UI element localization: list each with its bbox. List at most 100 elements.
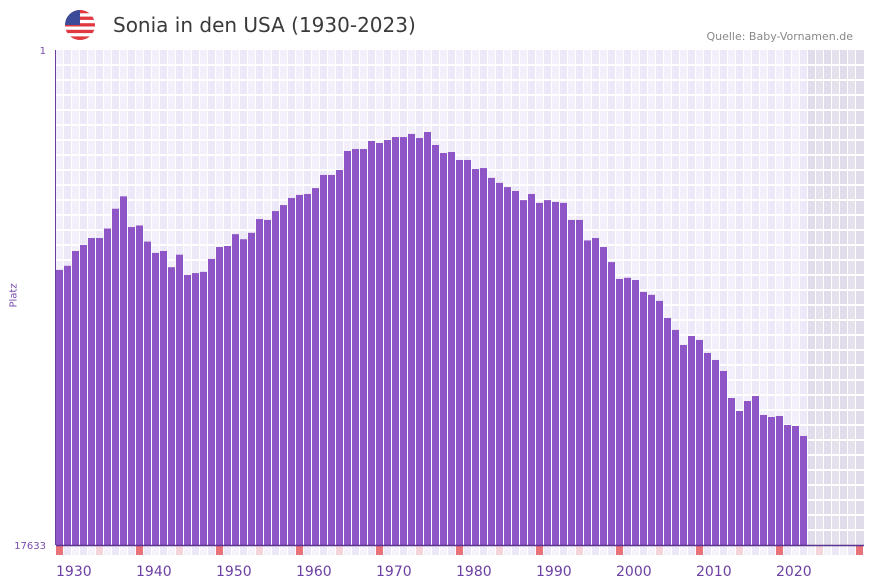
y-tick-label: 1 (40, 46, 46, 57)
year-marker (432, 546, 439, 555)
year-marker (824, 546, 831, 555)
year-marker (408, 546, 415, 555)
bar-2009 (688, 335, 695, 545)
bar-1977 (432, 144, 439, 545)
year-marker (136, 546, 143, 555)
x-tick-label: 2000 (616, 564, 652, 580)
bar-1994 (568, 219, 575, 545)
year-marker (680, 546, 687, 555)
year-marker (584, 546, 591, 555)
bar-1949 (208, 258, 215, 545)
grid-column (656, 50, 664, 545)
year-marker (808, 546, 815, 555)
year-marker (624, 546, 631, 555)
year-marker (224, 546, 231, 555)
year-marker (512, 546, 519, 555)
bar-2022 (792, 425, 799, 545)
grid-column (776, 50, 784, 545)
grid-column (712, 50, 720, 545)
bar-2023 (800, 436, 807, 545)
year-marker (776, 546, 783, 555)
bar-2013 (720, 370, 727, 545)
year-marker (200, 546, 207, 555)
bar-1963 (320, 174, 327, 545)
year-marker (472, 546, 479, 555)
year-marker (280, 546, 287, 555)
bar-1959 (288, 197, 295, 546)
year-marker (560, 546, 567, 555)
year-marker (360, 546, 367, 555)
bar-1960 (296, 194, 303, 545)
grid-column (688, 50, 696, 545)
bar-1979 (448, 152, 455, 545)
source-link[interactable]: Quelle: Baby-Vornamen.de (706, 30, 853, 43)
y-tick-label: 17633 (14, 541, 46, 552)
year-marker (296, 546, 303, 555)
year-marker (384, 546, 391, 555)
grid-column (744, 50, 752, 545)
bar-1932 (72, 251, 79, 546)
bar-1950 (216, 247, 223, 545)
bar-1969 (368, 140, 375, 545)
bar-2008 (680, 344, 687, 545)
year-marker (632, 546, 639, 555)
bar-1972 (392, 137, 399, 545)
x-tick-label: 1950 (216, 564, 252, 580)
bar-1981 (464, 159, 471, 545)
year-marker (288, 546, 295, 555)
bar-2005 (656, 300, 663, 545)
year-marker (752, 546, 759, 555)
bar-2010 (696, 339, 703, 545)
grid-column (672, 50, 680, 545)
bar-1951 (224, 245, 231, 546)
year-marker (664, 546, 671, 555)
bar-2004 (648, 294, 655, 545)
year-marker (160, 546, 167, 555)
bar-1971 (384, 140, 391, 546)
grid-column (840, 50, 848, 545)
bar-2015 (736, 410, 743, 545)
x-tick-label: 1980 (456, 564, 492, 580)
year-marker (376, 546, 383, 555)
year-marker (144, 546, 151, 555)
bar-1998 (600, 247, 607, 545)
bar-1942 (152, 252, 159, 545)
bar-1935 (96, 238, 103, 545)
year-marker (544, 546, 551, 555)
bar-1984 (488, 177, 495, 545)
year-marker (256, 546, 263, 555)
year-marker (168, 546, 175, 555)
bar-1966 (344, 150, 351, 545)
year-marker (248, 546, 255, 555)
year-marker (576, 546, 583, 555)
grid-column (664, 50, 672, 545)
year-marker (328, 546, 335, 555)
year-marker (488, 546, 495, 555)
grid-column (728, 50, 736, 545)
grid-column (816, 50, 824, 545)
year-marker (784, 546, 791, 555)
year-marker (184, 546, 191, 555)
bar-1930 (56, 269, 63, 545)
bar-1940 (136, 225, 143, 545)
bar-1975 (416, 138, 423, 545)
bar-1987 (512, 190, 519, 545)
year-marker (728, 546, 735, 555)
year-marker (344, 546, 351, 555)
grid-column (720, 50, 728, 545)
year-marker (552, 546, 559, 555)
year-marker (368, 546, 375, 555)
x-tick-label: 2010 (696, 564, 732, 580)
year-marker (640, 546, 647, 555)
year-marker (464, 546, 471, 555)
bar-1933 (80, 244, 87, 546)
year-marker (456, 546, 463, 555)
bar-1999 (608, 262, 615, 545)
bar-2017 (752, 396, 759, 545)
bar-2011 (704, 352, 711, 545)
year-marker (56, 546, 63, 555)
year-marker (816, 546, 823, 555)
year-marker (736, 546, 743, 555)
bar-2006 (664, 317, 671, 545)
bar-2003 (640, 291, 647, 545)
